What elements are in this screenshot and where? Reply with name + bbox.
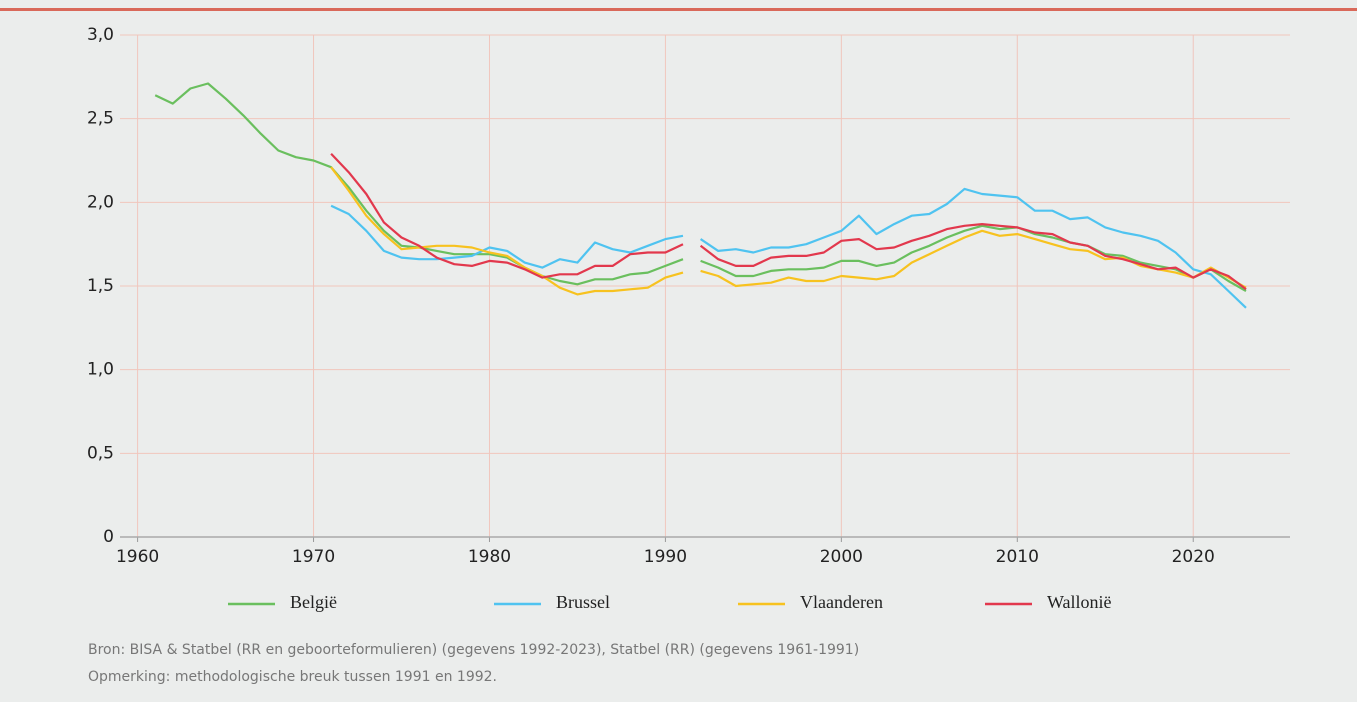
top-rule xyxy=(0,8,1357,11)
y-tick-label: 0,5 xyxy=(87,443,114,463)
x-tick-label: 1970 xyxy=(292,547,335,567)
x-tick-label: 1990 xyxy=(644,547,687,567)
series-line xyxy=(330,153,1247,291)
x-tick-label: 2000 xyxy=(820,547,863,567)
source-note: Bron: BISA & Statbel (RR en geboorteform… xyxy=(88,642,859,658)
y-tick-label: 2,0 xyxy=(87,192,114,212)
y-tick-label: 0 xyxy=(103,527,114,547)
y-tick-label: 1,5 xyxy=(87,276,114,296)
x-tick-label: 2010 xyxy=(996,547,1039,567)
x-tick-label: 1960 xyxy=(116,547,159,567)
remark-note: Opmerking: methodologische breuk tussen … xyxy=(88,669,497,685)
y-tick-label: 1,0 xyxy=(87,360,114,380)
y-tick-label: 3,0 xyxy=(87,25,114,45)
x-tick-label: 2020 xyxy=(1172,547,1215,567)
series-line xyxy=(330,187,1247,309)
legend-label: Wallonië xyxy=(1047,592,1112,612)
x-tick-label: 1980 xyxy=(468,547,511,567)
legend-label: Vlaanderen xyxy=(800,592,883,612)
y-tick-label: 2,5 xyxy=(87,109,114,129)
legend-label: België xyxy=(290,592,337,612)
legend-label: Brussel xyxy=(556,592,610,612)
